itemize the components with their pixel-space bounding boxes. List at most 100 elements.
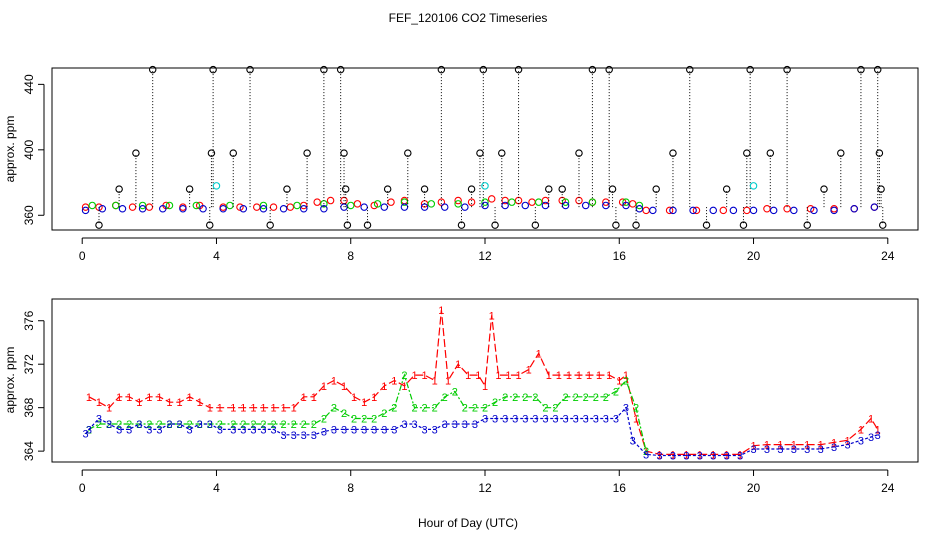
bottom-marker-2: 2 — [492, 397, 498, 409]
bottom-marker-3: 3 — [502, 414, 508, 426]
top-point-2 — [165, 201, 174, 210]
bottom-marker-1: 1 — [875, 424, 881, 436]
top-point-2 — [481, 198, 489, 206]
top-point-3 — [380, 203, 389, 211]
bottom-marker-1: 1 — [291, 403, 297, 415]
bottom-marker-2: 2 — [207, 419, 213, 431]
top-point-2 — [138, 201, 147, 210]
top-point-3 — [81, 206, 90, 215]
bottom-marker-3: 3 — [710, 450, 716, 462]
bottom-marker-2: 2 — [106, 419, 112, 431]
bottom-marker-1: 1 — [764, 440, 770, 452]
top-plot-frame — [51, 67, 919, 231]
bottom-marker-3: 3 — [401, 419, 407, 431]
bottom-marker-2: 2 — [502, 392, 508, 404]
bottom-marker-3: 3 — [472, 419, 478, 431]
top-point-outlier — [632, 221, 640, 229]
bottom-marker-3: 3 — [311, 430, 317, 442]
bottom-marker-1: 1 — [411, 370, 417, 382]
bottom-x-tick-label: 16 — [613, 481, 627, 495]
bottom-marker-1: 1 — [217, 403, 223, 415]
top-point-outlier — [588, 65, 597, 74]
top-point-outlier — [491, 221, 499, 229]
top-point-2 — [588, 198, 597, 206]
bottom-marker-3: 3 — [250, 424, 256, 436]
top-point-outlier — [246, 65, 254, 74]
top-point-outlier — [545, 185, 553, 193]
top-point-1 — [353, 200, 362, 208]
top-point-1 — [253, 203, 261, 211]
bottom-marker-2: 2 — [401, 370, 407, 382]
bottom-x-tick-label: 20 — [747, 481, 761, 495]
bottom-marker-2: 2 — [552, 403, 558, 415]
top-point-1 — [628, 200, 637, 208]
top-point-outlier — [605, 65, 613, 74]
bottom-marker-1: 1 — [260, 403, 266, 415]
bottom-marker-2: 2 — [146, 419, 152, 431]
bottom-marker-3: 3 — [136, 419, 142, 431]
top-point-outlier — [783, 65, 791, 74]
top-point-2 — [427, 200, 436, 208]
bottom-marker-2: 2 — [230, 419, 236, 431]
bottom-marker-1: 1 — [230, 403, 236, 415]
bottom-marker-3: 3 — [522, 414, 528, 426]
bottom-marker-3: 3 — [166, 419, 172, 431]
top-point-3 — [850, 204, 858, 213]
top-point-3 — [138, 204, 147, 213]
bottom-marker-1: 1 — [166, 397, 172, 409]
bottom-marker-1: 1 — [207, 403, 213, 415]
top-point-3 — [481, 201, 489, 210]
bottom-marker-1: 1 — [566, 370, 572, 382]
top-point-outlier — [669, 149, 677, 157]
top-y-axis: 360 400 440 — [22, 74, 45, 225]
bottom-marker-1: 1 — [391, 376, 397, 388]
top-point-1 — [326, 196, 335, 205]
bottom-marker-3: 3 — [532, 414, 538, 426]
top-point-3 — [98, 204, 107, 213]
top-point-3 — [239, 204, 248, 213]
top-point-1 — [286, 203, 295, 211]
bottom-marker-3: 3 — [116, 424, 122, 436]
bottom-marker-2: 2 — [643, 446, 649, 458]
bottom-marker-3: 3 — [683, 450, 689, 462]
bottom-marker-3: 3 — [593, 414, 599, 426]
top-point-outlier — [722, 185, 731, 193]
top-point-1 — [145, 203, 154, 211]
bottom-marker-1: 1 — [633, 414, 639, 426]
bottom-marker-2: 2 — [126, 419, 132, 431]
top-point-3 — [749, 206, 758, 215]
bottom-marker-3: 3 — [331, 424, 337, 436]
bottom-marker-1: 1 — [86, 392, 92, 404]
bottom-marker-2: 2 — [217, 419, 223, 431]
top-point-2 — [226, 201, 234, 210]
bottom-marker-3: 3 — [187, 424, 193, 436]
top-point-3 — [199, 204, 207, 213]
bottom-marker-3: 3 — [217, 424, 223, 436]
top-point-flag — [749, 182, 758, 190]
bottom-y-tick-label: 376 — [22, 310, 36, 330]
bottom-marker-1: 1 — [606, 370, 612, 382]
bottom-marker-3: 3 — [301, 430, 307, 442]
top-point-1 — [719, 206, 728, 215]
bottom-marker-2: 2 — [411, 403, 417, 415]
top-point-outlier — [558, 185, 566, 193]
bottom-marker-2: 2 — [361, 414, 367, 426]
top-point-outlier — [303, 149, 311, 157]
bottom-marker-3: 3 — [737, 450, 743, 462]
bottom-marker-2: 2 — [603, 392, 609, 404]
bottom-marker-2: 2 — [281, 419, 287, 431]
bottom-marker-2: 2 — [341, 408, 347, 420]
top-point-outlier — [340, 149, 348, 157]
bottom-marker-2: 2 — [86, 424, 92, 436]
bottom-marker-3: 3 — [573, 414, 579, 426]
bottom-line-2 — [88, 373, 647, 452]
bottom-marker-1: 1 — [422, 370, 428, 382]
bottom-marker-2: 2 — [573, 392, 579, 404]
top-point-2 — [400, 198, 409, 206]
bottom-marker-3: 3 — [643, 449, 649, 461]
bottom-marker-2: 2 — [583, 392, 589, 404]
top-series-1 — [81, 195, 879, 215]
top-point-outlier — [803, 221, 811, 229]
bottom-marker-3: 3 — [96, 414, 102, 426]
top-point-outlier — [608, 185, 617, 193]
